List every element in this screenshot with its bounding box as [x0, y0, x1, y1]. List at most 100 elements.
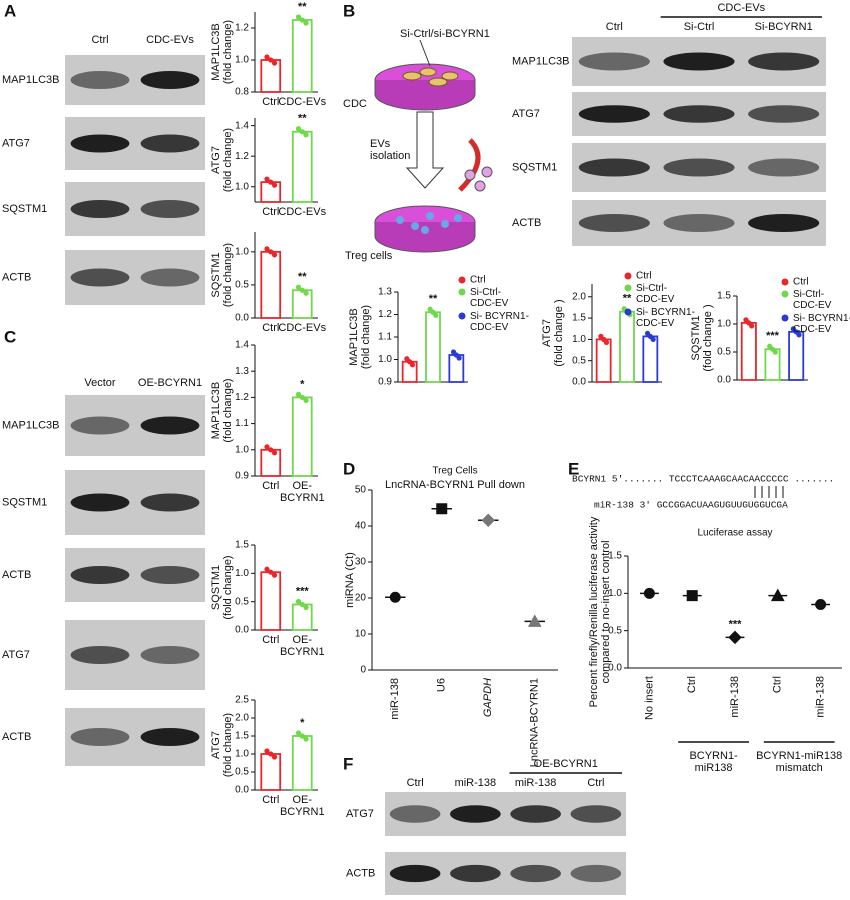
data-dot	[299, 17, 305, 23]
data-dot	[299, 287, 305, 293]
blot-band	[70, 728, 130, 746]
data-dot	[295, 126, 302, 132]
legend-marker	[458, 312, 466, 320]
blot-band	[70, 134, 130, 153]
data-dot	[299, 129, 305, 135]
data-point	[481, 513, 495, 527]
blot-column-label: miR-138	[515, 777, 557, 789]
blot-row-label: SQSTM1	[512, 161, 557, 173]
sequence: miR-138 3′ GCCGGACUAAGUGUUGUGGUCGA	[594, 500, 788, 511]
data-dot	[295, 598, 302, 605]
blot-band	[450, 805, 501, 823]
x-tick-label: OE-BCYRN1	[280, 480, 325, 504]
data-point	[436, 503, 448, 515]
data-dot	[264, 566, 270, 572]
blot-row-label: ACTB	[346, 867, 375, 879]
data-dot	[303, 604, 309, 611]
legend-label: Si-Ctrl-CDC-EV	[793, 289, 832, 311]
y-tick-label: 0.0	[608, 663, 622, 674]
y-tick-label: 1.5	[235, 731, 249, 742]
blot-band	[510, 864, 561, 883]
blot-band	[663, 158, 735, 177]
data-point	[815, 599, 827, 610]
blot-column-label: Ctrl	[587, 777, 604, 789]
base-pairing	[754, 486, 784, 498]
panel-letter: D	[343, 459, 355, 478]
panel-letter: E	[568, 459, 579, 478]
y-axis-label: miRNA (Ct)	[344, 552, 356, 608]
bar	[291, 289, 313, 319]
y-tick-label: 2.5	[235, 695, 249, 706]
significance: **	[623, 293, 632, 305]
blot-column-label: Si-BCYRN1	[755, 21, 813, 33]
y-tick-label: 1.5	[235, 540, 249, 551]
y-tick-label: 30	[355, 557, 367, 568]
data-dot	[264, 54, 270, 60]
blot-band	[70, 566, 130, 584]
data-dot	[268, 179, 274, 185]
x-tick-label: CDC-EVs	[278, 96, 326, 108]
blot-band	[578, 52, 650, 71]
blot-band	[140, 268, 200, 287]
y-tick-label: 1.2	[378, 309, 392, 320]
bar	[260, 250, 282, 319]
blot-band	[140, 71, 200, 89]
blot-band	[70, 200, 130, 218]
blot-band	[450, 864, 501, 883]
y-tick-label: 1.2	[235, 151, 249, 162]
blot-band	[70, 493, 130, 512]
blot-band	[748, 214, 820, 232]
y-tick-label: 0.5	[717, 347, 731, 358]
blot-band	[570, 864, 622, 883]
data-point	[527, 614, 542, 627]
legend-label: Ctrl	[470, 275, 486, 286]
blot-column-label: CDC-EVs	[146, 34, 194, 46]
data-dot	[295, 14, 302, 20]
data-point	[686, 590, 698, 602]
blot-row-label: ACTB	[512, 217, 541, 229]
data-dot	[271, 182, 278, 188]
data-point	[728, 630, 742, 645]
y-tick-label: 1.4	[235, 120, 249, 131]
blot-band	[578, 158, 650, 177]
y-axis-label: SQSTM1(fold change )	[690, 304, 714, 371]
bar	[642, 335, 659, 383]
data-point	[389, 591, 401, 603]
y-tick-label: 1.3	[235, 366, 249, 377]
y-axis-label: ATG7(fold change)	[210, 713, 234, 777]
data-point	[643, 587, 655, 599]
legend-marker	[781, 290, 789, 298]
bar	[260, 59, 282, 93]
panel-letter: B	[343, 1, 355, 20]
bar	[260, 571, 282, 631]
x-tick-label: miR-138	[815, 676, 827, 718]
legend-marker	[458, 288, 466, 296]
y-tick-label: 2.0	[572, 291, 586, 302]
data-dot	[271, 450, 278, 456]
y-tick-label: 1.2	[235, 392, 249, 403]
data-dot	[456, 355, 462, 361]
blot-band	[140, 646, 200, 664]
y-tick-label: 0.5	[235, 767, 249, 778]
blot-column-label: Ctrl	[606, 21, 623, 33]
y-tick-label: 0.9	[235, 471, 249, 482]
sequence: BCYRN1 5′....... TCCCTCAAAGCAACAACCCCC .…	[572, 474, 834, 485]
y-tick-label: 2.0	[235, 713, 249, 724]
y-tick-label: 0.9	[378, 377, 392, 388]
data-dot	[268, 447, 274, 453]
x-tick-label: Ctrl	[262, 634, 279, 646]
y-tick-label: 1.4	[235, 340, 249, 351]
significance: ***	[766, 330, 780, 342]
data-dot	[303, 132, 309, 138]
data-dot	[299, 394, 305, 400]
legend-marker	[781, 314, 789, 322]
y-axis-label: SQSTM1(fold change)	[210, 555, 234, 619]
x-tick-label: U6	[436, 678, 448, 692]
blot-band	[70, 416, 130, 435]
blot-row-label: SQSTM1	[2, 203, 47, 215]
y-tick-label: 50	[355, 485, 367, 496]
x-tick-label: OE-BCYRN1	[280, 634, 325, 658]
legend-marker	[624, 284, 632, 292]
x-tick-label: Ctrl	[262, 480, 279, 492]
y-tick-label: 1.0	[608, 588, 622, 599]
